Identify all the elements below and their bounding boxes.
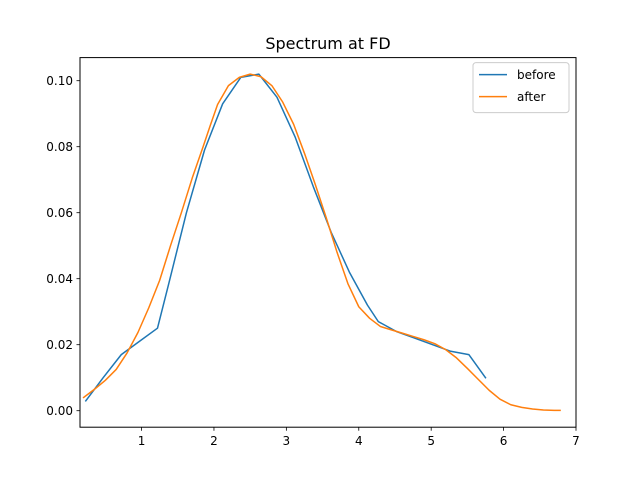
y-tick-label: 0.10 [46, 74, 73, 88]
x-tick-label: 6 [500, 434, 508, 448]
series-line-before [84, 73, 487, 402]
legend-label-after: after [517, 90, 545, 104]
x-tick-label: 7 [572, 434, 580, 448]
chart-title: Spectrum at FD [265, 34, 390, 53]
plot-area: 1 2 3 4 5 6 7 0.00 0.02 0.04 0.06 0.08 0.10 [46, 73, 580, 448]
x-tick-label: 4 [355, 434, 363, 448]
x-tick-label: 3 [283, 434, 291, 448]
y-tick-label: 0.02 [46, 338, 73, 352]
legend: before after [472, 62, 570, 114]
x-tick-label: 5 [427, 434, 435, 448]
axes-frame [79, 57, 577, 428]
series-line-after [82, 73, 561, 412]
y-tick-label: 0.08 [46, 140, 73, 154]
legend-label-before: before [517, 68, 556, 82]
y-tick-label: 0.06 [46, 206, 73, 220]
x-tick-label: 2 [210, 434, 218, 448]
y-tick-label: 0.04 [46, 272, 73, 286]
y-tick-label: 0.00 [46, 404, 73, 418]
x-tick-label: 1 [138, 434, 146, 448]
